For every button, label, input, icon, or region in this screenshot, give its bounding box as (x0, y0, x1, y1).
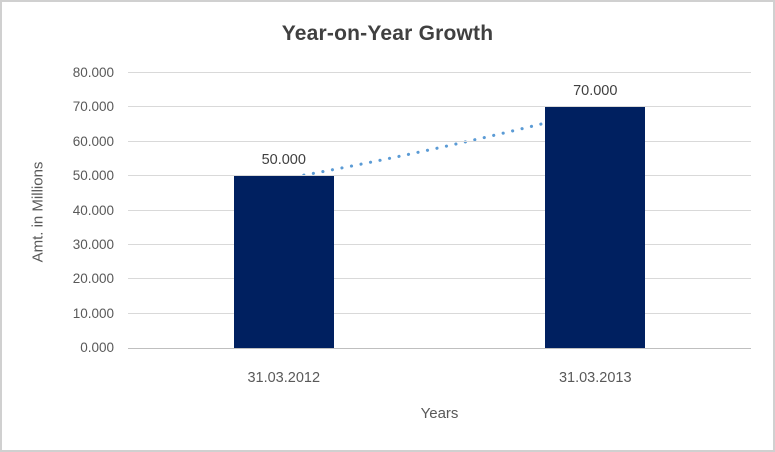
y-tick-label: 10.000 (72, 305, 114, 321)
y-tick-label: 60.000 (72, 133, 114, 149)
bar-value-label: 50.000 (261, 152, 306, 169)
x-axis-title: Years (420, 405, 459, 422)
gridline (128, 72, 751, 73)
bar-31.03.2013 (545, 107, 646, 348)
plot-area: 50.000 70.000 (128, 72, 751, 349)
gridline (128, 278, 751, 280)
trendline-dotted (283, 108, 597, 181)
x-category-label: 31.03.2013 (558, 370, 632, 386)
x-axis-line (128, 348, 751, 349)
bar-31.03.2012 (233, 176, 334, 348)
y-tick-label: 0.000 (80, 340, 114, 355)
y-tick-label: 20.000 (72, 271, 114, 287)
gridline (128, 175, 751, 177)
y-tick-label: 80.000 (72, 65, 114, 80)
gridline (128, 140, 751, 142)
bar-value-label: 70.000 (573, 83, 618, 100)
chart-title: Year-on-Year Growth (281, 22, 494, 45)
y-tick-label: 70.000 (72, 99, 114, 115)
x-category-label: 31.03.2012 (247, 370, 321, 386)
y-tick-label: 50.000 (72, 168, 114, 184)
y-tick-label: 30.000 (72, 236, 114, 252)
gridline (128, 243, 751, 245)
gridline (128, 209, 751, 211)
gridline (128, 312, 751, 314)
gridline (128, 106, 751, 108)
y-tick-label: 40.000 (72, 202, 114, 218)
